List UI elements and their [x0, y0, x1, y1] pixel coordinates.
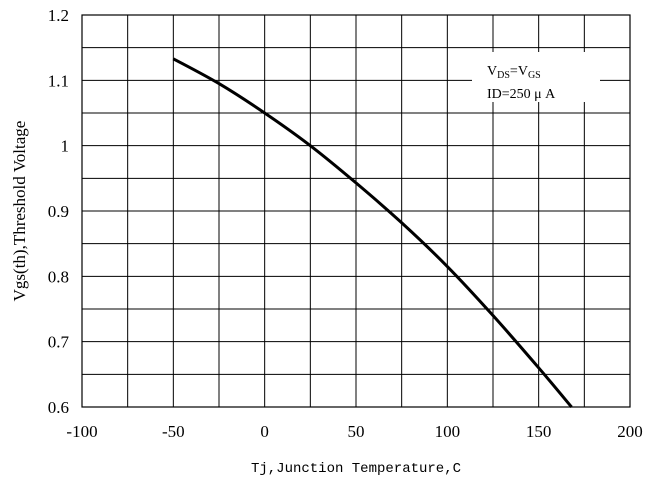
- y-tick-label: 0.6: [48, 398, 69, 417]
- y-tick-label: 1.1: [48, 71, 69, 90]
- x-tick-label: -100: [66, 422, 97, 441]
- x-tick-label: 0: [260, 422, 269, 441]
- y-tick-label: 1.2: [48, 6, 69, 25]
- x-tick-labels: -100 -50 0 50 100 150 200: [66, 422, 642, 441]
- y-tick-label: 0.7: [48, 333, 70, 352]
- x-tick-label: 150: [526, 422, 552, 441]
- y-tick-label: 0.9: [48, 202, 69, 221]
- x-tick-label: -50: [162, 422, 185, 441]
- x-tick-label: 100: [435, 422, 461, 441]
- y-tick-label: 0.8: [48, 267, 69, 286]
- y-axis-label: Vgs(th),Threshold Voltage: [10, 121, 29, 302]
- x-tick-label: 200: [617, 422, 643, 441]
- x-tick-label: 50: [348, 422, 365, 441]
- annotation-line2: ID=250 μ A: [487, 87, 556, 102]
- y-tick-label: 1: [61, 137, 70, 156]
- annotation-box: [472, 52, 600, 102]
- plot-frame: [81, 14, 631, 408]
- x-axis-label: Tj,Junction Temperature,C: [251, 461, 461, 477]
- y-tick-labels: 0.6 0.7 0.8 0.9 1 1.1 1.2: [48, 6, 70, 417]
- annotation-line1: VDS=VGS: [487, 64, 541, 81]
- series-line: [172, 57, 573, 408]
- series-points: [172, 57, 573, 408]
